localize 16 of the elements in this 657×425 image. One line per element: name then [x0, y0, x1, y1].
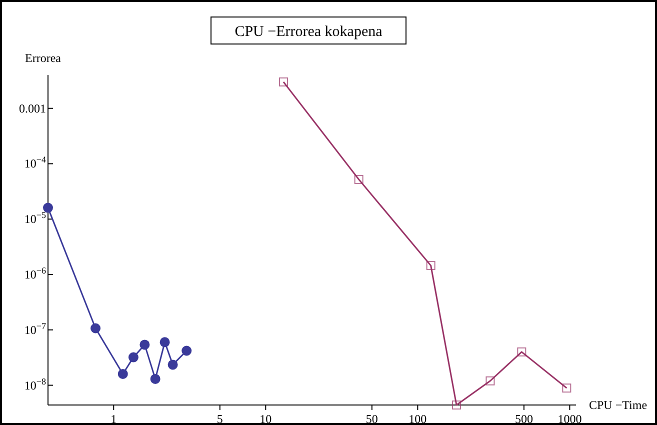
x-tick-label: 50: [366, 412, 378, 425]
y-tick-label: 10$^{−4}$: [24, 154, 46, 171]
y-tick-label: 10$^{−5}$: [24, 210, 46, 226]
y-tick-label: 0.001: [19, 101, 46, 116]
y-tick-label: 10$^{−8}$: [24, 376, 46, 392]
x-tick-label: 500: [514, 412, 533, 425]
x-axis-title: CPU −Time: [589, 398, 648, 412]
y-tick-label: 10$^{−6}$: [24, 265, 46, 282]
x-tick-label: 10: [260, 412, 272, 425]
y-tick-label: 10$^{−7}$: [24, 320, 46, 337]
chart-title: CPU −Errorea kokapena: [234, 24, 383, 40]
x-tick-label: 5: [216, 412, 223, 425]
x-tick-label: 1000: [558, 412, 582, 425]
x-tick-label: 100: [408, 412, 427, 425]
y-axis-title: Errorea: [25, 51, 62, 65]
x-tick-label: 1: [110, 412, 117, 425]
